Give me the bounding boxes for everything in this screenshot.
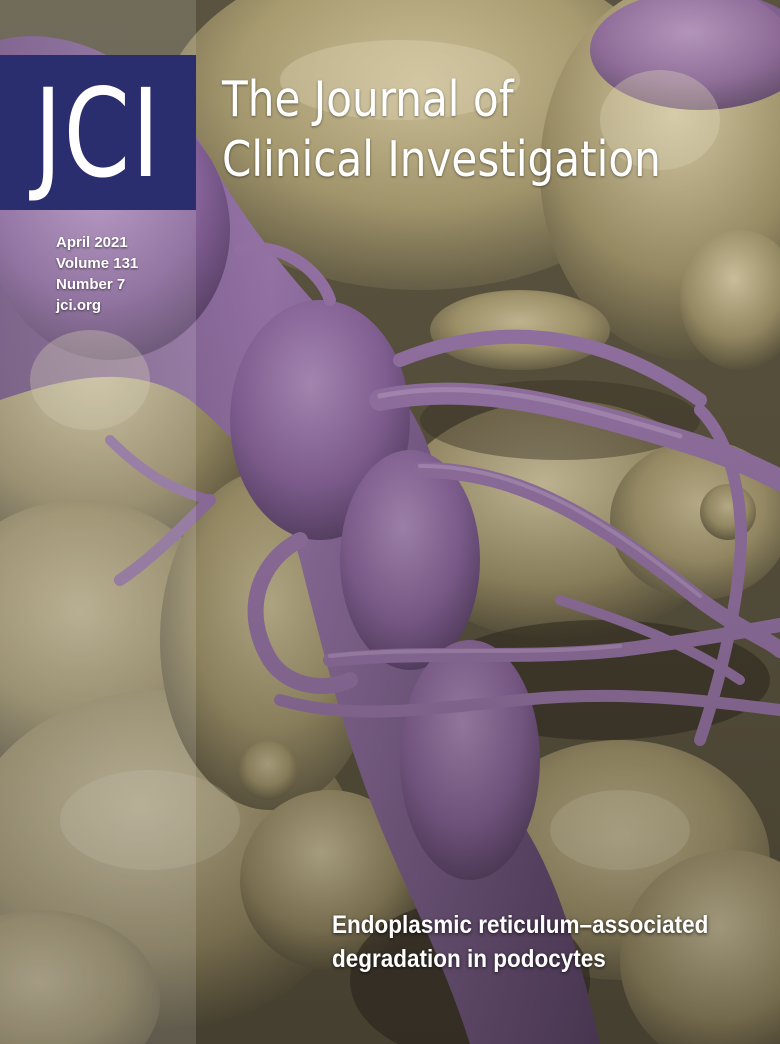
feature-headline-line-2: degradation in podocytes: [332, 945, 606, 973]
journal-title-line-1: The Journal of: [222, 71, 514, 128]
feature-headline: Endoplasmic reticulum–associated degrada…: [332, 908, 708, 976]
issue-date: April 2021: [56, 234, 128, 251]
logo-text: JCI: [34, 62, 162, 205]
issue-info: April 2021 Volume 131 Number 7 jci.org: [56, 232, 138, 316]
feature-headline-line-1: Endoplasmic reticulum–associated: [332, 911, 709, 939]
issue-number: Number 7: [56, 276, 126, 293]
jci-logo: JCI: [0, 55, 196, 210]
journal-title-line-2: Clinical Investigation: [222, 131, 661, 188]
journal-website: jci.org: [56, 297, 102, 314]
issue-volume: Volume 131: [56, 255, 139, 272]
journal-title: The Journal of Clinical Investigation: [222, 70, 686, 190]
